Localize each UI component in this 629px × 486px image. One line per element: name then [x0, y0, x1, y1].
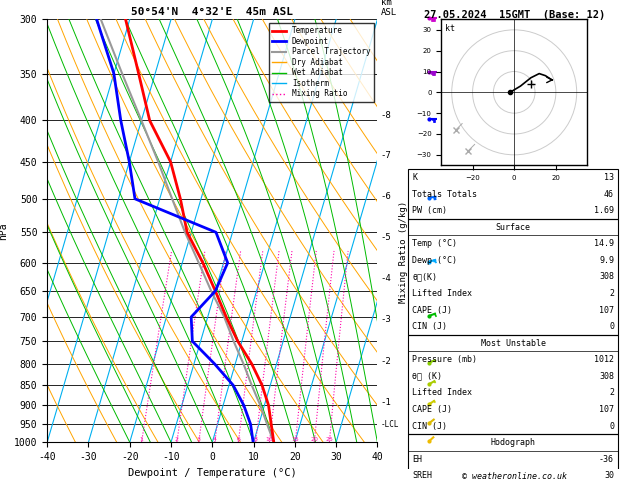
- Bar: [408, 169, 618, 219]
- Text: 27.05.2024  15GMT  (Base: 12): 27.05.2024 15GMT (Base: 12): [423, 10, 605, 20]
- Y-axis label: hPa: hPa: [0, 222, 8, 240]
- Text: Mixing Ratio (g/kg): Mixing Ratio (g/kg): [399, 201, 408, 303]
- Text: 14.9: 14.9: [594, 239, 614, 248]
- Text: 107: 107: [599, 306, 614, 314]
- Text: 15: 15: [291, 437, 299, 442]
- Text: -36: -36: [599, 455, 614, 464]
- Text: -1: -1: [381, 398, 391, 407]
- Text: Hodograph: Hodograph: [491, 438, 536, 447]
- Text: 46: 46: [604, 190, 614, 199]
- Text: Lifted Index: Lifted Index: [412, 289, 472, 298]
- Text: 20: 20: [310, 437, 318, 442]
- Text: 107: 107: [599, 405, 614, 414]
- Text: 9.9: 9.9: [599, 256, 614, 265]
- Text: -LCL: -LCL: [381, 420, 399, 429]
- Text: 2: 2: [609, 388, 614, 398]
- Text: PW (cm): PW (cm): [412, 206, 447, 215]
- Text: Pressure (mb): Pressure (mb): [412, 355, 477, 364]
- Text: EH: EH: [412, 455, 422, 464]
- Text: -2: -2: [381, 357, 391, 366]
- Bar: [408, 219, 618, 335]
- Text: 30: 30: [604, 471, 614, 480]
- Text: -4: -4: [381, 275, 391, 283]
- Text: 13: 13: [604, 173, 614, 182]
- Text: -7: -7: [381, 151, 391, 160]
- Text: km
ASL: km ASL: [381, 0, 397, 17]
- Text: 10: 10: [265, 437, 274, 442]
- Text: 2: 2: [609, 289, 614, 298]
- Text: 4: 4: [213, 437, 217, 442]
- Text: 6: 6: [237, 437, 240, 442]
- Legend: Temperature, Dewpoint, Parcel Trajectory, Dry Adiabat, Wet Adiabat, Isotherm, Mi: Temperature, Dewpoint, Parcel Trajectory…: [269, 23, 374, 102]
- Text: θᴇ(K): θᴇ(K): [412, 272, 437, 281]
- Text: θᴇ (K): θᴇ (K): [412, 372, 442, 381]
- Text: CAPE (J): CAPE (J): [412, 405, 452, 414]
- Text: Temp (°C): Temp (°C): [412, 239, 457, 248]
- Text: Lifted Index: Lifted Index: [412, 388, 472, 398]
- Bar: [408, 434, 618, 486]
- Text: © weatheronline.co.uk: © weatheronline.co.uk: [462, 472, 567, 481]
- Text: 1012: 1012: [594, 355, 614, 364]
- Text: CAPE (J): CAPE (J): [412, 306, 452, 314]
- Text: CIN (J): CIN (J): [412, 421, 447, 431]
- Text: Most Unstable: Most Unstable: [481, 339, 545, 347]
- Text: 1: 1: [140, 437, 143, 442]
- Text: -6: -6: [381, 192, 391, 201]
- X-axis label: Dewpoint / Temperature (°C): Dewpoint / Temperature (°C): [128, 468, 297, 478]
- Text: 308: 308: [599, 272, 614, 281]
- Text: K: K: [412, 173, 417, 182]
- Text: 3: 3: [197, 437, 201, 442]
- Text: -5: -5: [381, 233, 391, 242]
- Text: 1.69: 1.69: [594, 206, 614, 215]
- Text: kt: kt: [445, 24, 455, 33]
- Text: Surface: Surface: [496, 223, 531, 232]
- Text: 0: 0: [609, 322, 614, 331]
- Text: SREH: SREH: [412, 471, 432, 480]
- Bar: [408, 335, 618, 434]
- Text: -3: -3: [381, 315, 391, 325]
- Text: CIN (J): CIN (J): [412, 322, 447, 331]
- Text: 8: 8: [253, 437, 258, 442]
- Text: 50°54'N  4°32'E  45m ASL: 50°54'N 4°32'E 45m ASL: [131, 7, 293, 17]
- Text: 308: 308: [599, 372, 614, 381]
- Text: 25: 25: [325, 437, 333, 442]
- Text: 0: 0: [609, 421, 614, 431]
- Text: 2: 2: [175, 437, 179, 442]
- Text: Dewp (°C): Dewp (°C): [412, 256, 457, 265]
- Text: Totals Totals: Totals Totals: [412, 190, 477, 199]
- Text: -8: -8: [381, 111, 391, 120]
